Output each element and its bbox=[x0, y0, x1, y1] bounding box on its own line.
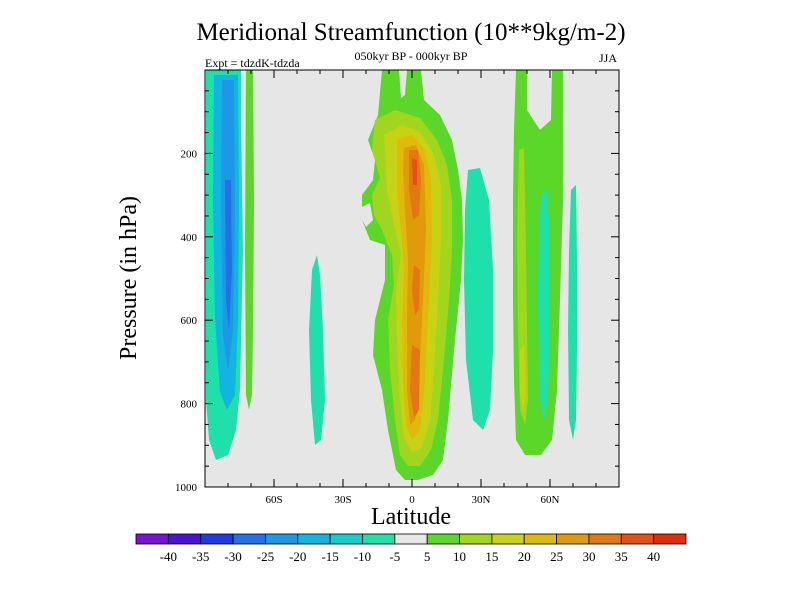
y-axis-label: Pressure (in hPa) bbox=[116, 196, 142, 360]
nh-subtropical-strip bbox=[464, 168, 493, 430]
colorbar-label: 5 bbox=[424, 549, 431, 564]
colorbar-label: -35 bbox=[192, 549, 209, 564]
nh-cell-level-10 bbox=[517, 148, 528, 425]
sh-cell-core bbox=[225, 180, 232, 330]
colorbar-swatch bbox=[232, 533, 266, 545]
colorbar: -40 -35 -30 -25 -20 -15 -10 -5 5 10 15 20 25 30 35 40 bbox=[135, 533, 687, 564]
x-tick-label: 0 bbox=[409, 494, 415, 506]
colorbar-swatch bbox=[167, 533, 202, 545]
experiment-label: Expt = tdzdK-tdzda bbox=[205, 56, 300, 70]
colorbar-swatch bbox=[135, 533, 169, 545]
x-tick-label: 30S bbox=[334, 494, 351, 506]
eq-notch-left bbox=[361, 203, 373, 227]
colorbar-label: 30 bbox=[582, 549, 595, 564]
colorbar-label: -25 bbox=[257, 549, 274, 564]
colorbar-label: 10 bbox=[453, 549, 466, 564]
y-tick-label: 1000 bbox=[175, 482, 198, 494]
eq-core-max bbox=[412, 158, 417, 185]
colorbar-swatch bbox=[329, 533, 363, 545]
sh-inner-strip bbox=[245, 70, 254, 410]
chart-subtitle: 050kyr BP - 000kyr BP bbox=[355, 49, 468, 63]
chart-title: Meridional Streamfunction (10**9kg/m-2) bbox=[196, 19, 625, 46]
colorbar-label: -40 bbox=[160, 549, 177, 564]
colorbar-swatch bbox=[588, 533, 622, 545]
colorbar-swatch bbox=[523, 533, 557, 545]
nh-cell-level-15 bbox=[520, 345, 526, 410]
x-tick-label: 60N bbox=[541, 494, 560, 506]
eq-notch-top bbox=[399, 70, 407, 98]
x-axis-label: Latitude bbox=[371, 504, 451, 530]
axis-ticks: 200 400 600 800 1000 60S 30S 0 30N 60N bbox=[175, 70, 620, 506]
colorbar-label: -5 bbox=[389, 549, 400, 564]
colorbar-swatch bbox=[426, 533, 460, 545]
colorbar-swatch bbox=[394, 533, 428, 545]
colorbar-label: -15 bbox=[321, 549, 338, 564]
colorbar-label: 15 bbox=[485, 549, 498, 564]
eq-core-lower bbox=[410, 345, 420, 418]
colorbar-label: 40 bbox=[647, 549, 660, 564]
y-tick-label: 400 bbox=[181, 232, 198, 244]
eq-core-mid bbox=[412, 265, 420, 315]
y-tick-label: 200 bbox=[181, 148, 198, 160]
colorbar-swatch bbox=[459, 533, 493, 545]
colorbar-label: 35 bbox=[615, 549, 628, 564]
colorbar-swatch bbox=[556, 533, 590, 545]
contour-fields bbox=[206, 70, 577, 480]
y-tick-label: 800 bbox=[181, 399, 198, 411]
colorbar-swatch bbox=[200, 533, 234, 545]
colorbar-label: -10 bbox=[354, 549, 371, 564]
colorbar-swatch bbox=[653, 533, 687, 545]
colorbar-swatch bbox=[620, 533, 655, 545]
season-label: JJA bbox=[599, 51, 617, 65]
colorbar-label: 20 bbox=[518, 549, 531, 564]
colorbar-swatch bbox=[491, 533, 525, 545]
x-tick-label: 30N bbox=[472, 494, 491, 506]
colorbar-swatch bbox=[265, 533, 299, 545]
nh-high-strip bbox=[568, 185, 577, 440]
nh-inner-strip bbox=[538, 190, 550, 420]
x-tick-label: 60S bbox=[265, 494, 282, 506]
sh-mid-strip bbox=[309, 255, 325, 445]
colorbar-label: 25 bbox=[550, 549, 563, 564]
y-tick-label: 600 bbox=[181, 315, 198, 327]
colorbar-swatch bbox=[362, 533, 396, 545]
colorbar-swatch bbox=[297, 533, 331, 545]
colorbar-label: -30 bbox=[224, 549, 241, 564]
colorbar-label: -20 bbox=[289, 549, 306, 564]
